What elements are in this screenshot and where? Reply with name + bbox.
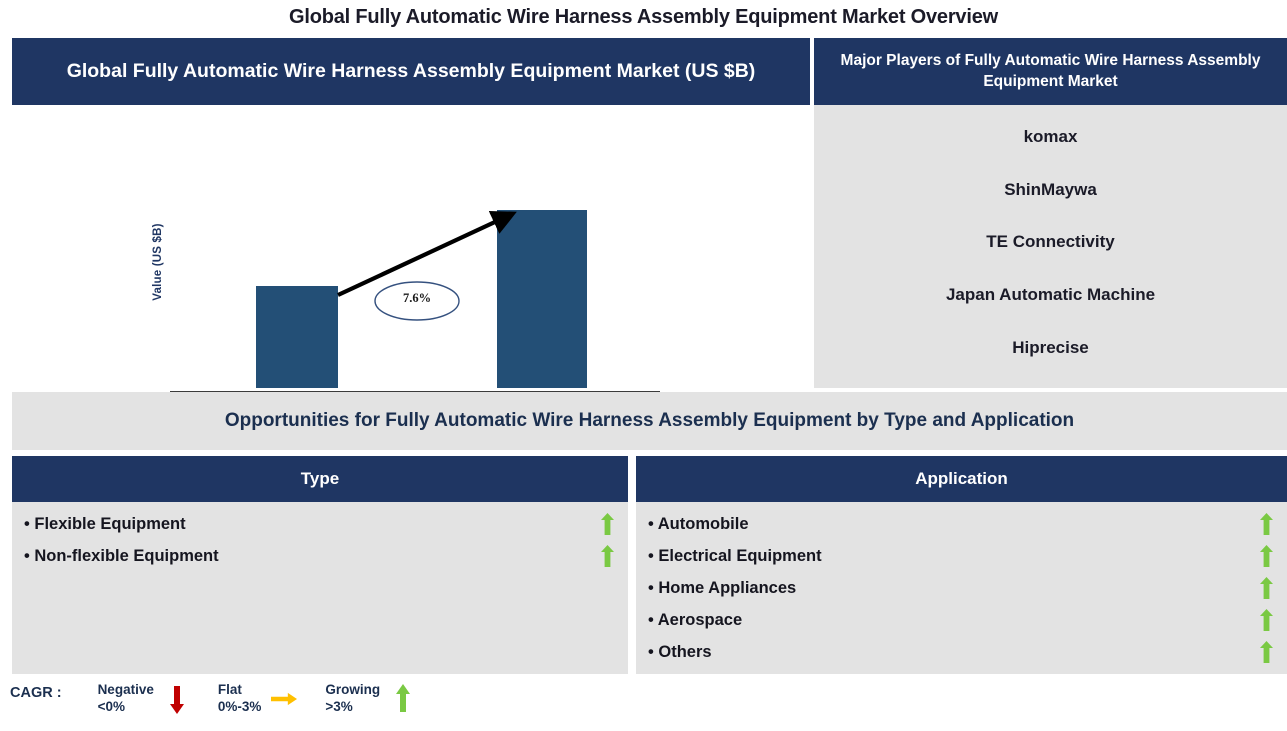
- list-item: • Others: [636, 636, 1287, 668]
- list-item: ShinMaywa: [1004, 179, 1097, 199]
- arrow-up-icon: [1260, 513, 1273, 535]
- list-item: TE Connectivity: [986, 232, 1115, 252]
- cagr-legend: CAGR : Negative <0% Flat 0%-3% Growing >…: [10, 682, 1277, 727]
- list-item: • Non-flexible Equipment: [12, 540, 628, 572]
- arrow-right-icon: [271, 682, 298, 716]
- arrow-up-icon: [601, 513, 614, 535]
- bar-2031: [497, 210, 587, 388]
- arrow-up-icon: [1260, 577, 1273, 599]
- list-item: Hiprecise: [1012, 337, 1089, 357]
- application-item-label: • Others: [648, 642, 712, 661]
- cagr-legend-negative: Negative <0%: [98, 682, 208, 716]
- arrow-up-icon: [390, 682, 416, 716]
- list-item: • Home Appliances: [636, 572, 1287, 604]
- major-players-panel: Major Players of Fully Automatic Wire Ha…: [814, 38, 1287, 388]
- chart-y-axis-label: Value (US $B): [152, 223, 164, 301]
- legend-label-growing: Growing: [325, 682, 381, 697]
- list-item: • Aerospace: [636, 604, 1287, 636]
- type-column: Type • Flexible Equipment • Non-flexible…: [12, 456, 628, 674]
- application-column-body: • Automobile • Electrical Equipment • Ho…: [636, 502, 1287, 674]
- arrow-up-icon: [1260, 609, 1273, 631]
- type-item-label: • Non-flexible Equipment: [24, 546, 219, 565]
- market-overview-panel: Global Fully Automatic Wire Harness Asse…: [12, 38, 810, 445]
- application-column-header: Application: [636, 456, 1287, 502]
- type-column-header: Type: [12, 456, 628, 502]
- opportunities-title: Opportunities for Fully Automatic Wire H…: [224, 410, 1075, 431]
- list-item: komax: [1023, 127, 1078, 147]
- type-column-body: • Flexible Equipment • Non-flexible Equi…: [12, 502, 628, 674]
- cagr-value-label: 7.6%: [402, 291, 432, 305]
- market-bar-chart: Value (US $B) 2025 2031 7.6% Source : Lu…: [12, 105, 810, 445]
- cagr-legend-title: CAGR :: [10, 685, 62, 701]
- legend-range-flat: 0%-3%: [217, 698, 262, 714]
- legend-label-flat: Flat: [217, 682, 242, 697]
- cagr-legend-flat: Flat 0%-3%: [218, 682, 316, 716]
- chart-x-axis-line: [170, 391, 660, 393]
- list-item: • Flexible Equipment: [12, 508, 628, 540]
- page-title: Global Fully Automatic Wire Harness Asse…: [289, 6, 998, 28]
- application-item-label: • Automobile: [648, 514, 749, 533]
- bar-2025: [256, 286, 338, 388]
- type-item-label: • Flexible Equipment: [24, 514, 186, 533]
- application-column: Application • Automobile • Electrical Eq…: [636, 456, 1287, 674]
- arrow-up-icon: [1260, 545, 1273, 567]
- arrow-up-icon: [1260, 641, 1273, 663]
- players-panel-header: Major Players of Fully Automatic Wire Ha…: [814, 38, 1287, 105]
- cagr-legend-growing: Growing >3%: [325, 682, 434, 716]
- cagr-arrow-icon: [337, 211, 517, 321]
- list-item: • Electrical Equipment: [636, 540, 1287, 572]
- application-item-label: • Home Appliances: [648, 578, 797, 597]
- list-item: Japan Automatic Machine: [945, 285, 1156, 305]
- application-item-label: • Aerospace: [648, 610, 743, 629]
- list-item: • Automobile: [636, 508, 1287, 540]
- opportunities-band: Opportunities for Fully Automatic Wire H…: [12, 392, 1287, 450]
- legend-range-negative: <0%: [97, 698, 125, 714]
- market-panel-header: Global Fully Automatic Wire Harness Asse…: [12, 38, 810, 105]
- arrow-down-icon: [164, 682, 190, 716]
- players-list: komax ShinMaywa TE Connectivity Japan Au…: [814, 105, 1287, 388]
- legend-label-negative: Negative: [97, 682, 154, 697]
- application-item-label: • Electrical Equipment: [648, 546, 822, 565]
- legend-range-growing: >3%: [325, 698, 353, 714]
- arrow-up-icon: [601, 545, 614, 567]
